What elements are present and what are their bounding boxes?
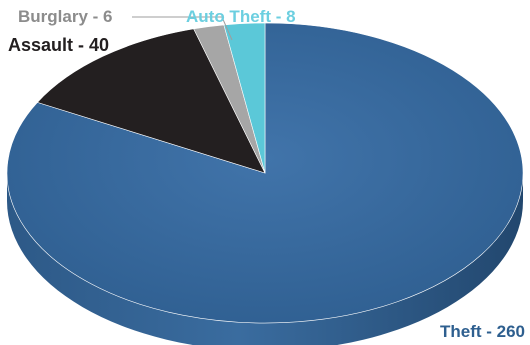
leader-line-burglary <box>132 16 233 41</box>
data-label-burglary: Burglary - 6 <box>18 7 112 26</box>
data-label-theft: Theft - 260 <box>440 322 525 341</box>
pie-slice-assault <box>36 28 266 174</box>
data-label-assault: Assault - 40 <box>8 35 109 55</box>
pie-slice-auto-theft <box>223 22 266 174</box>
data-label-auto-theft: Auto Theft - 8 <box>186 7 296 26</box>
